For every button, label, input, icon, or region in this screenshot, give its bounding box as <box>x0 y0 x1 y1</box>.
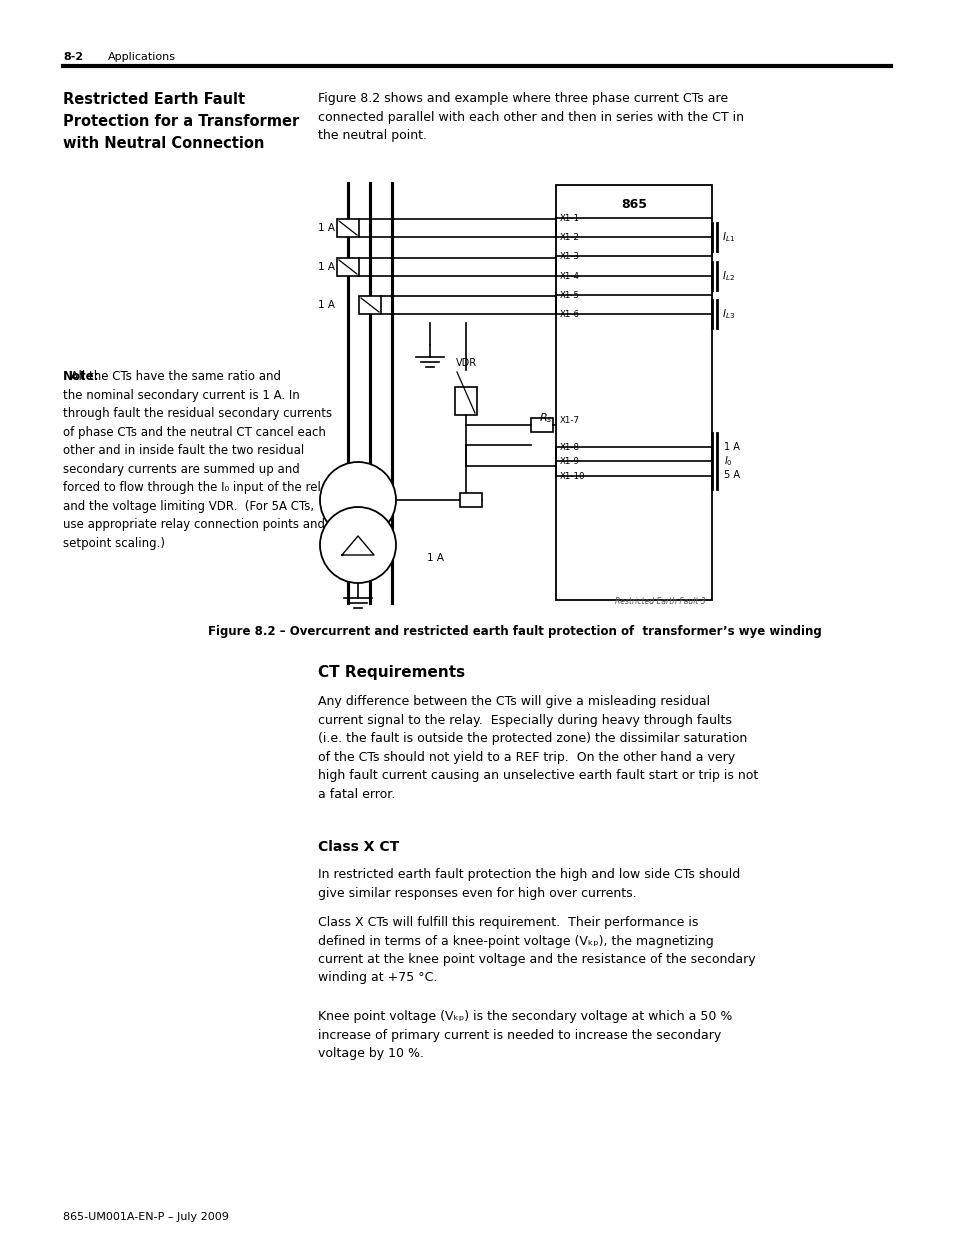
Text: $I_{L2}$: $I_{L2}$ <box>721 269 734 283</box>
Text: X1-2: X1-2 <box>559 232 579 242</box>
Text: In restricted earth fault protection the high and low side CTs should
give simil: In restricted earth fault protection the… <box>317 868 740 899</box>
Text: 1 A: 1 A <box>317 262 335 272</box>
Text: 1 A: 1 A <box>427 553 443 563</box>
Bar <box>556 185 711 600</box>
Text: Any difference between the CTs will give a misleading residual
current signal to: Any difference between the CTs will give… <box>317 695 758 800</box>
Text: All the CTs have the same ratio and
the nominal secondary current is 1 A. In
thr: All the CTs have the same ratio and the … <box>63 370 335 550</box>
Text: 1 A: 1 A <box>317 224 335 233</box>
Text: Restricted Earth Fault
Protection for a Transformer
with Neutral Connection: Restricted Earth Fault Protection for a … <box>63 91 299 152</box>
Text: 1 A: 1 A <box>723 442 740 452</box>
Text: VDR: VDR <box>456 358 476 368</box>
Bar <box>358 296 380 314</box>
Bar <box>455 387 476 415</box>
Text: 5 A: 5 A <box>723 471 740 480</box>
Text: CT Requirements: CT Requirements <box>317 664 465 680</box>
Text: $I_{L3}$: $I_{L3}$ <box>721 308 735 321</box>
Text: Restricted Earth Fault 3: Restricted Earth Fault 3 <box>615 597 705 606</box>
Text: 865-UM001A-EN-P – July 2009: 865-UM001A-EN-P – July 2009 <box>63 1212 229 1221</box>
Text: $R_s$: $R_s$ <box>538 411 552 425</box>
Text: 865: 865 <box>620 198 646 211</box>
Text: Knee point voltage (Vₖₚ) is the secondary voltage at which a 50 %
increase of pr: Knee point voltage (Vₖₚ) is the secondar… <box>317 1010 732 1060</box>
Text: 1 A: 1 A <box>317 300 335 310</box>
Text: Class X CTs will fulfill this requirement.  Their performance is
defined in term: Class X CTs will fulfill this requiremen… <box>317 916 755 984</box>
Bar <box>336 219 358 237</box>
Text: X1-8: X1-8 <box>559 442 579 452</box>
Circle shape <box>319 462 395 538</box>
Text: X1-4: X1-4 <box>559 272 579 280</box>
Text: X1-7: X1-7 <box>559 415 579 425</box>
Circle shape <box>319 508 395 583</box>
Text: Class X CT: Class X CT <box>317 840 399 853</box>
Text: $I_{L1}$: $I_{L1}$ <box>721 230 735 243</box>
Text: 8-2: 8-2 <box>63 52 83 62</box>
Bar <box>459 493 481 508</box>
Text: X1-9: X1-9 <box>559 457 579 466</box>
Text: Note:: Note: <box>63 370 99 383</box>
Text: Figure 8.2 – Overcurrent and restricted earth fault protection of  transformer’s: Figure 8.2 – Overcurrent and restricted … <box>208 625 821 638</box>
Bar <box>336 258 358 275</box>
Text: Figure 8.2 shows and example where three phase current CTs are
connected paralle: Figure 8.2 shows and example where three… <box>317 91 743 142</box>
Text: X1-6: X1-6 <box>559 310 579 319</box>
Text: Applications: Applications <box>108 52 175 62</box>
Text: X1-5: X1-5 <box>559 290 579 300</box>
Text: X1-3: X1-3 <box>559 252 579 261</box>
Text: X1-1: X1-1 <box>559 214 579 222</box>
Bar <box>531 417 553 432</box>
Text: $I_0$: $I_0$ <box>723 454 732 468</box>
Text: X1-10: X1-10 <box>559 472 585 480</box>
